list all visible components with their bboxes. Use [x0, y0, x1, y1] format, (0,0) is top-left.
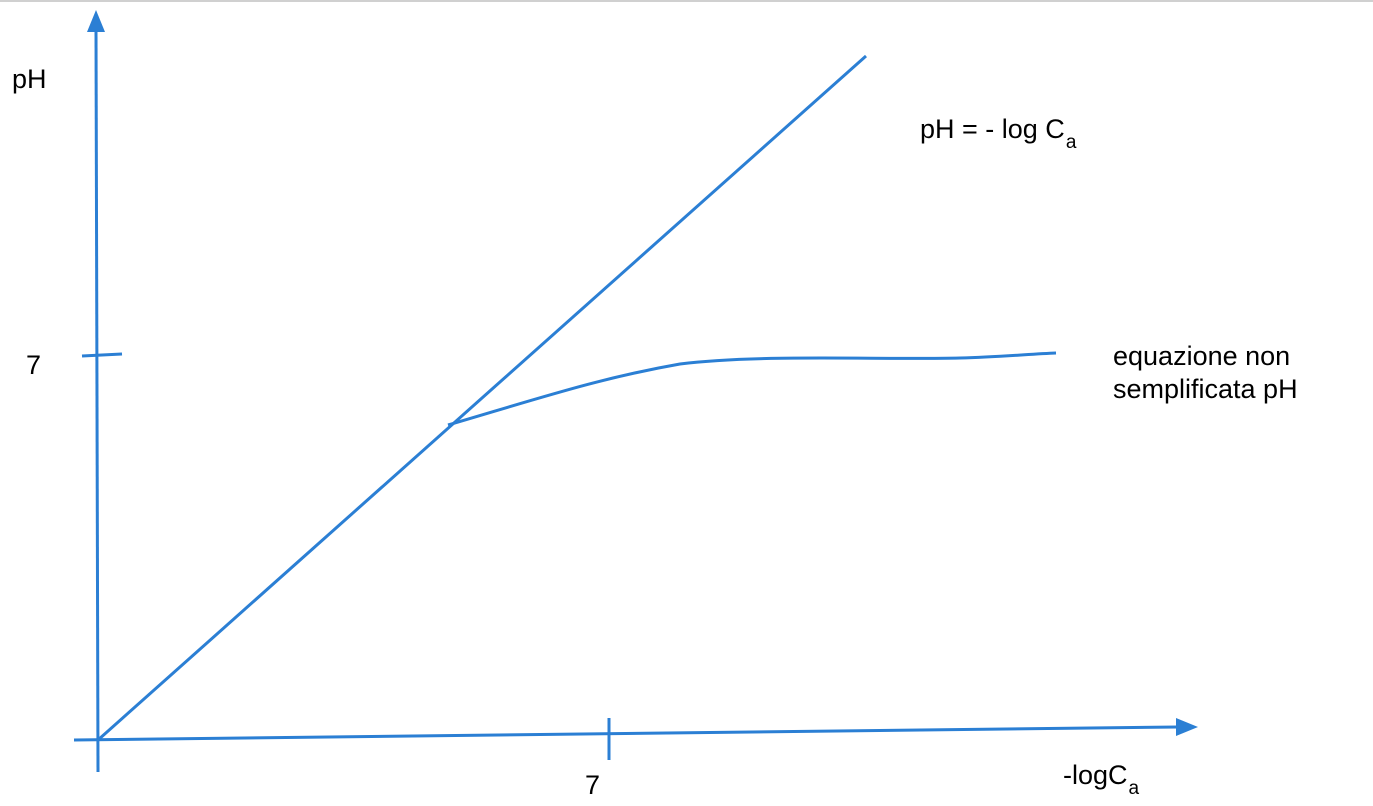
simplified-equation-label: pH = - log Ca — [920, 114, 1076, 153]
y-axis-label: pH — [12, 64, 47, 94]
x-axis — [73, 718, 1198, 742]
full-equation-label: equazione non semplificata pH — [1113, 341, 1298, 405]
simplified-equation-subscript: a — [1065, 132, 1077, 153]
top-border — [0, 0, 1373, 2]
full-equation-curve — [447, 351, 1057, 427]
simplified-line — [97, 54, 867, 742]
x-axis-label-subscript: a — [1128, 778, 1140, 799]
simplified-equation-main: pH = - log C — [920, 114, 1065, 144]
y-tick-label: 7 — [26, 350, 42, 380]
y-tick-7 — [81, 352, 123, 358]
x-tick-label: 7 — [585, 770, 601, 800]
y-axis — [87, 10, 105, 773]
x-axis-label-main: -logC — [1063, 760, 1128, 790]
x-axis-arrow — [1176, 718, 1198, 736]
y-axis-arrow — [87, 10, 105, 32]
x-axis-label: -logCa — [1063, 760, 1139, 799]
